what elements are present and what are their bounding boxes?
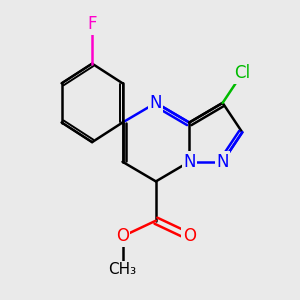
- Text: CH₃: CH₃: [109, 262, 136, 277]
- Text: N: N: [216, 153, 229, 171]
- Text: O: O: [183, 227, 196, 245]
- Text: F: F: [87, 15, 97, 33]
- Text: Cl: Cl: [234, 64, 250, 82]
- Text: O: O: [116, 227, 129, 245]
- Text: N: N: [150, 94, 162, 112]
- Text: N: N: [183, 153, 196, 171]
